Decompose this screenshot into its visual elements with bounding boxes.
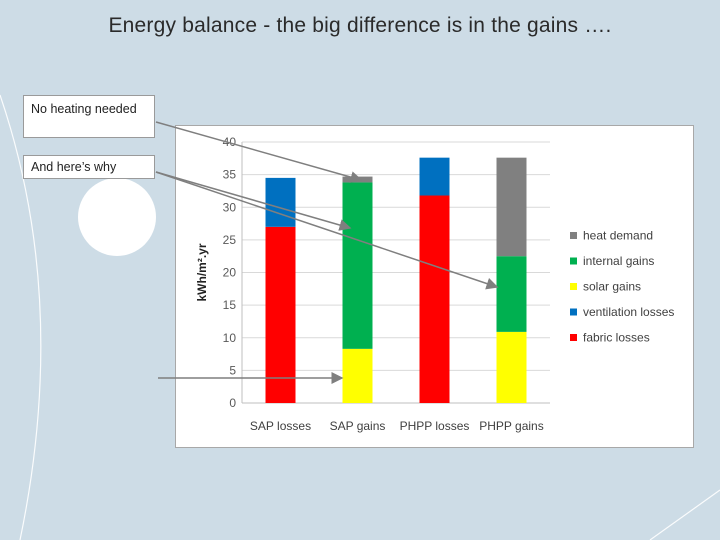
- bar-segment: [342, 348, 373, 403]
- x-tick-label: PHPP gains: [479, 419, 543, 433]
- y-tick-label: 5: [229, 363, 236, 377]
- bar-segment: [419, 157, 450, 196]
- y-tick-label: 35: [223, 168, 237, 182]
- x-tick-label: PHPP losses: [400, 419, 470, 433]
- callout-why: And here’s why: [23, 155, 155, 179]
- bar-segment: [265, 177, 296, 227]
- callout-no-heating: No heating needed: [23, 95, 155, 138]
- bar-segment: [496, 157, 527, 257]
- stacked-bar-chart: 0 5 10 15 20 25 30 35 40 kWh/m².yr SAP losses SAP g…: [195, 135, 674, 433]
- slide-title: Energy balance - the big difference is i…: [108, 14, 612, 37]
- legend-swatch: [570, 308, 577, 316]
- legend-swatch: [570, 257, 577, 265]
- legend-label: heat demand: [583, 229, 653, 243]
- bar-segment: [265, 226, 296, 403]
- chart-panel: 0 5 10 15 20 25 30 35 40 kWh/m².yr SAP losses SAP g…: [175, 125, 694, 448]
- bar-segment: [419, 195, 450, 403]
- y-tick-label: 10: [223, 331, 237, 345]
- legend-label: ventilation losses: [583, 305, 674, 319]
- legend-label: solar gains: [583, 280, 641, 294]
- y-tick-label: 20: [223, 266, 237, 280]
- legend-label: internal gains: [583, 254, 654, 268]
- bar-segment: [342, 182, 373, 349]
- y-tick-label: 25: [223, 233, 237, 247]
- y-tick-label: 30: [223, 200, 237, 214]
- x-tick-label: SAP losses: [250, 419, 311, 433]
- y-tick-label: 0: [229, 396, 236, 410]
- background-curve: [0, 94, 42, 540]
- bar-segment: [496, 331, 527, 403]
- y-axis-label: kWh/m².yr: [195, 243, 209, 301]
- legend-label: fabric losses: [583, 331, 650, 345]
- legend-swatch: [570, 232, 577, 239]
- bar-segment: [496, 256, 527, 332]
- legend-swatch: [570, 334, 577, 341]
- y-tick-label: 15: [223, 298, 237, 312]
- bar-segment: [342, 176, 373, 183]
- decorative-circle: [78, 178, 156, 256]
- y-tick-label: 40: [223, 135, 237, 149]
- x-tick-label: SAP gains: [330, 419, 386, 433]
- legend-swatch: [570, 283, 577, 290]
- background-curve-corner: [649, 489, 720, 540]
